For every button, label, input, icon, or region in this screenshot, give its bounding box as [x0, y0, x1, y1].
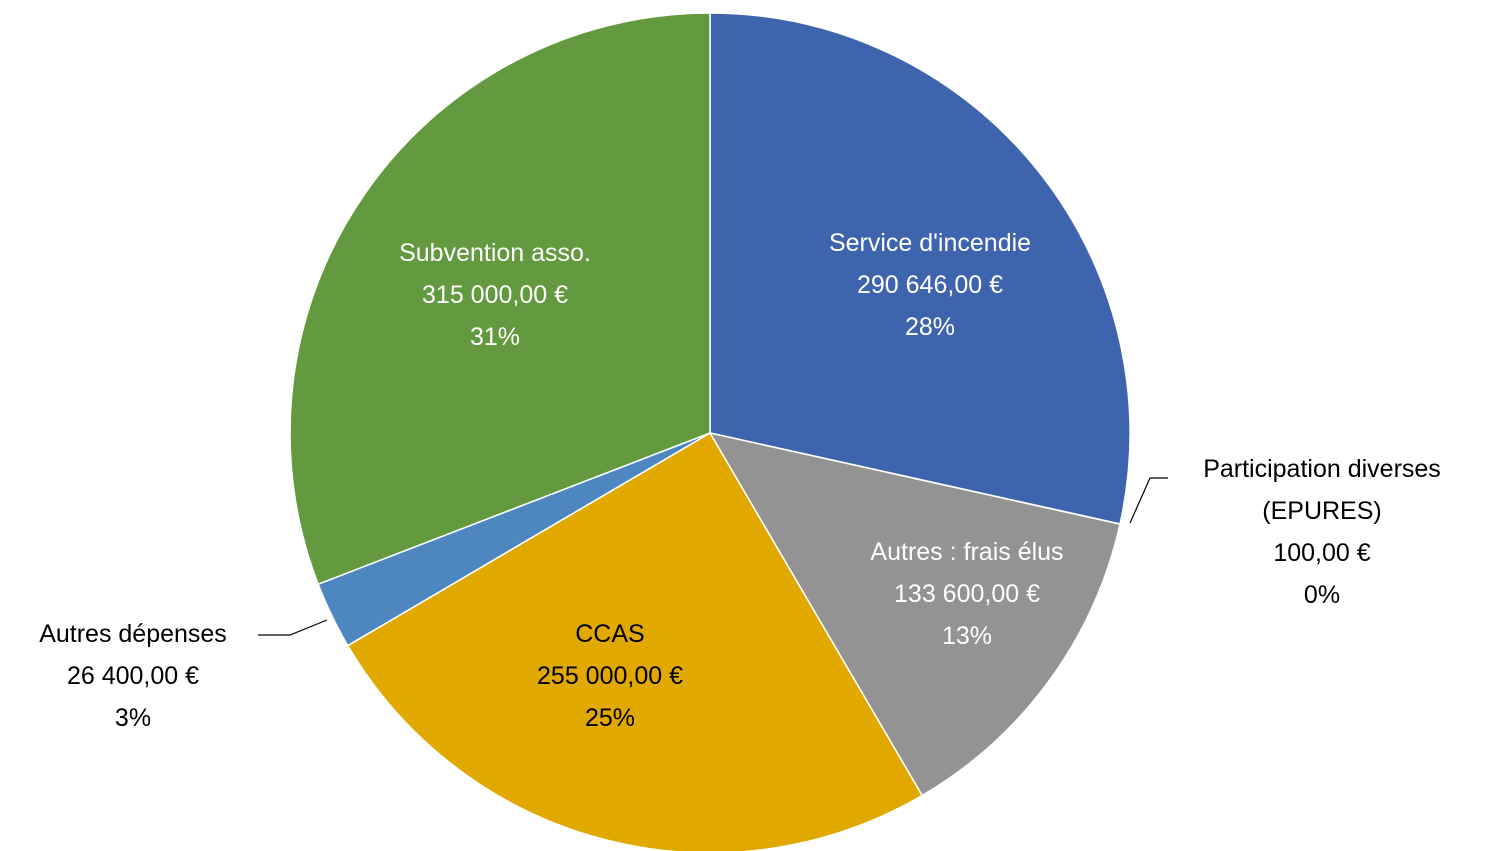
leader-line — [258, 619, 328, 636]
slice-label: Service d'incendie 290 646,00 € 28% — [829, 222, 1031, 348]
category-label: Subvention asso. — [399, 239, 591, 267]
percent-label: 0% — [1303, 581, 1341, 609]
percent-label: 28% — [904, 313, 956, 341]
value-label: 26 400,00 € — [66, 662, 200, 690]
percent-label: 31% — [469, 323, 521, 351]
slice-label: Participation diverses (EPURES) 100,00 € 0… — [1162, 448, 1482, 616]
category-label: Service d'incendie — [828, 229, 1032, 257]
slice-label: CCAS 255 000,00 € 25% — [537, 613, 683, 739]
pie-slice — [709, 12, 1131, 525]
pie-slice — [289, 12, 711, 586]
pie-slice — [708, 431, 1121, 797]
category-label: CCAS — [575, 620, 645, 648]
slice-label: Subvention asso. 315 000,00 € 31% — [399, 232, 591, 358]
category-label: Participation diverses (EPURES) — [1203, 455, 1441, 525]
pie-slice — [346, 431, 924, 851]
value-label: 290 646,00 € — [857, 271, 1003, 299]
value-label: 133 600,00 € — [894, 580, 1040, 608]
percent-label: 3% — [114, 704, 152, 732]
leader-line — [1129, 477, 1168, 524]
percent-label: 25% — [584, 704, 636, 732]
value-label: 255 000,00 € — [537, 662, 683, 690]
category-label: Autres dépenses — [39, 620, 227, 648]
slice-label: Autres dépenses 26 400,00 € 3% — [39, 613, 227, 739]
value-label: 315 000,00 € — [422, 281, 568, 309]
slice-label: Autres : frais élus 133 600,00 € 13% — [870, 531, 1063, 657]
percent-label: 13% — [941, 622, 993, 650]
value-label: 100,00 € — [1273, 539, 1371, 567]
category-label: Autres : frais élus — [870, 538, 1064, 566]
